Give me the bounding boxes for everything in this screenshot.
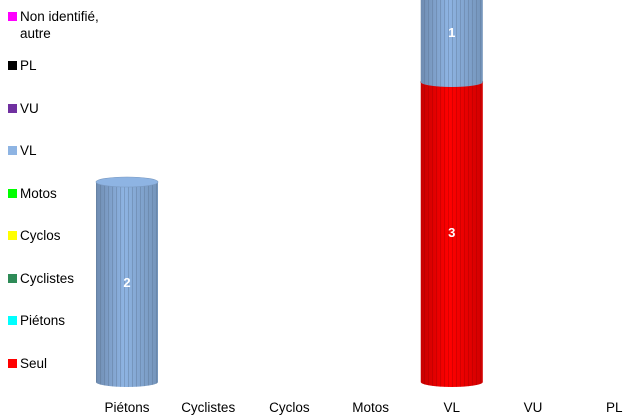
legend-swatch <box>8 188 17 198</box>
legend-item: Cyclos <box>8 227 158 270</box>
legend-label: Piétons <box>20 313 66 328</box>
legend-swatch <box>8 273 17 283</box>
x-tick-label: Piétons <box>104 400 149 415</box>
data-label: 1 <box>448 25 455 40</box>
legend-item: Piétons <box>8 312 158 355</box>
legend-label: VU <box>20 100 39 116</box>
legend-swatch <box>8 316 17 325</box>
legend-item: Motos <box>8 185 158 228</box>
x-tick-label: VU <box>524 400 543 415</box>
legend-item: Seul <box>8 355 158 398</box>
bar-segment <box>420 0 483 87</box>
legend-label: Cyclos <box>20 228 61 243</box>
legend-label: Motos <box>20 185 57 201</box>
legend-swatch <box>8 231 17 240</box>
legend-swatch <box>8 358 17 368</box>
legend-label: PL <box>20 58 37 73</box>
legend-swatch <box>8 103 17 113</box>
x-tick-label: VL <box>444 400 461 415</box>
legend-item: Non identifié, autre <box>8 8 158 57</box>
legend-swatch <box>8 61 17 70</box>
bar-segment <box>95 176 159 387</box>
data-label: 2 <box>123 275 130 290</box>
x-tick-label: PL <box>606 400 623 415</box>
legend-item: Cyclistes <box>8 270 158 313</box>
chart-legend: Non identifié, autre PL VU VL Motos Cyclos Cyc… <box>8 8 158 397</box>
x-tick-label: Motos <box>352 400 389 415</box>
legend-swatch <box>8 146 17 155</box>
data-label: 3 <box>448 225 455 240</box>
legend-label: Cyclistes <box>20 270 75 286</box>
legend-item: VU <box>8 100 158 143</box>
legend-label: VL <box>20 143 37 158</box>
legend-label: Non identifié, autre <box>20 9 99 41</box>
legend-swatch <box>8 12 17 21</box>
legend-label: Seul <box>20 355 48 371</box>
legend-item: VL <box>8 142 158 185</box>
x-tick-label: Cyclistes <box>181 400 235 415</box>
x-tick-label: Cyclos <box>269 400 310 415</box>
legend-item: PL <box>8 57 158 100</box>
bar-segment <box>420 76 484 387</box>
